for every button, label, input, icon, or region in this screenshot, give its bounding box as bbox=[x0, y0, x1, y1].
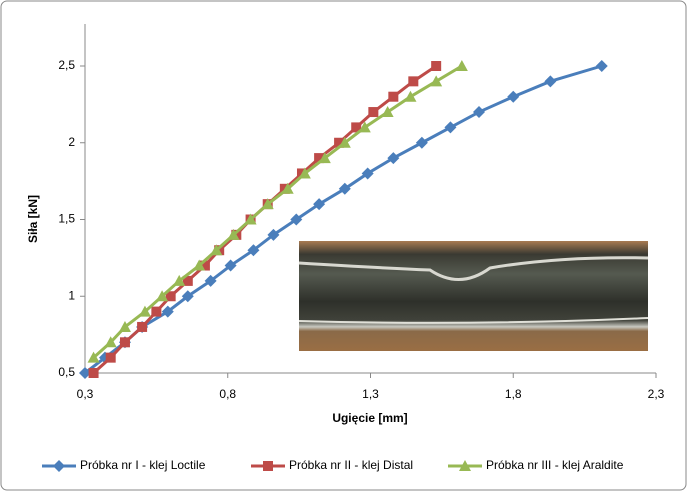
marker bbox=[199, 260, 210, 271]
legend-label: Próbka nr II - klej Distal bbox=[289, 458, 413, 472]
marker bbox=[338, 136, 351, 148]
y-axis-label: Siła [kN] bbox=[26, 195, 40, 243]
marker bbox=[314, 153, 325, 164]
marker bbox=[444, 121, 457, 134]
marker bbox=[387, 152, 400, 165]
marker bbox=[404, 90, 417, 102]
y-tick-label: 1 bbox=[68, 288, 75, 302]
marker bbox=[156, 290, 169, 302]
marker bbox=[138, 305, 151, 317]
marker bbox=[224, 259, 237, 272]
marker bbox=[431, 61, 442, 71]
marker bbox=[298, 167, 311, 179]
marker bbox=[247, 244, 260, 257]
marker bbox=[182, 275, 193, 286]
marker bbox=[338, 182, 351, 195]
marker bbox=[88, 368, 99, 378]
x-tick-label: 0,3 bbox=[77, 387, 94, 401]
marker bbox=[388, 91, 399, 102]
marker bbox=[104, 336, 117, 348]
marker bbox=[290, 213, 303, 226]
marker bbox=[507, 90, 520, 103]
marker bbox=[151, 306, 162, 317]
marker bbox=[381, 106, 394, 118]
x-tick-label: 2,3 bbox=[648, 387, 665, 401]
x-tick-label: 1,8 bbox=[505, 387, 522, 401]
marker bbox=[415, 136, 428, 149]
marker bbox=[181, 290, 194, 303]
marker bbox=[119, 337, 130, 348]
y-tick-label: 2,5 bbox=[58, 58, 75, 72]
marker bbox=[267, 228, 280, 241]
y-tick-label: 1,5 bbox=[58, 212, 75, 226]
marker bbox=[313, 198, 326, 211]
marker bbox=[79, 367, 91, 379]
marker bbox=[358, 121, 371, 133]
marker bbox=[118, 320, 131, 332]
legend-marker bbox=[459, 460, 471, 471]
marker bbox=[334, 137, 345, 148]
marker bbox=[204, 274, 217, 287]
marker bbox=[244, 213, 257, 225]
marker bbox=[105, 352, 116, 363]
marker bbox=[361, 167, 374, 180]
y-tick-label: 0,5 bbox=[58, 365, 75, 379]
marker bbox=[368, 107, 379, 118]
legend-marker bbox=[263, 461, 273, 471]
marker bbox=[455, 60, 468, 71]
marker bbox=[318, 152, 331, 164]
marker bbox=[193, 259, 206, 271]
x-axis-label: Ugięcie [mm] bbox=[332, 411, 407, 425]
inset-photo bbox=[298, 241, 649, 351]
legend-label: Próbka nr I - klej Loctile bbox=[80, 458, 206, 472]
marker bbox=[544, 75, 557, 88]
marker bbox=[472, 106, 485, 119]
marker bbox=[408, 76, 419, 87]
marker bbox=[137, 321, 148, 332]
marker bbox=[173, 274, 186, 286]
marker bbox=[210, 244, 223, 256]
marker bbox=[227, 228, 240, 240]
x-tick-label: 0,8 bbox=[219, 387, 236, 401]
marker bbox=[430, 75, 443, 87]
legend-marker bbox=[53, 460, 65, 472]
x-tick-label: 1,3 bbox=[362, 387, 379, 401]
marker bbox=[595, 60, 608, 72]
marker bbox=[281, 182, 294, 194]
y-tick-label: 2 bbox=[68, 135, 75, 149]
marker bbox=[261, 198, 274, 210]
marker bbox=[161, 305, 174, 318]
marker bbox=[351, 122, 362, 133]
legend-label: Próbka nr III - klej Araldite bbox=[486, 458, 624, 472]
marker bbox=[165, 291, 176, 302]
marker bbox=[87, 351, 100, 363]
